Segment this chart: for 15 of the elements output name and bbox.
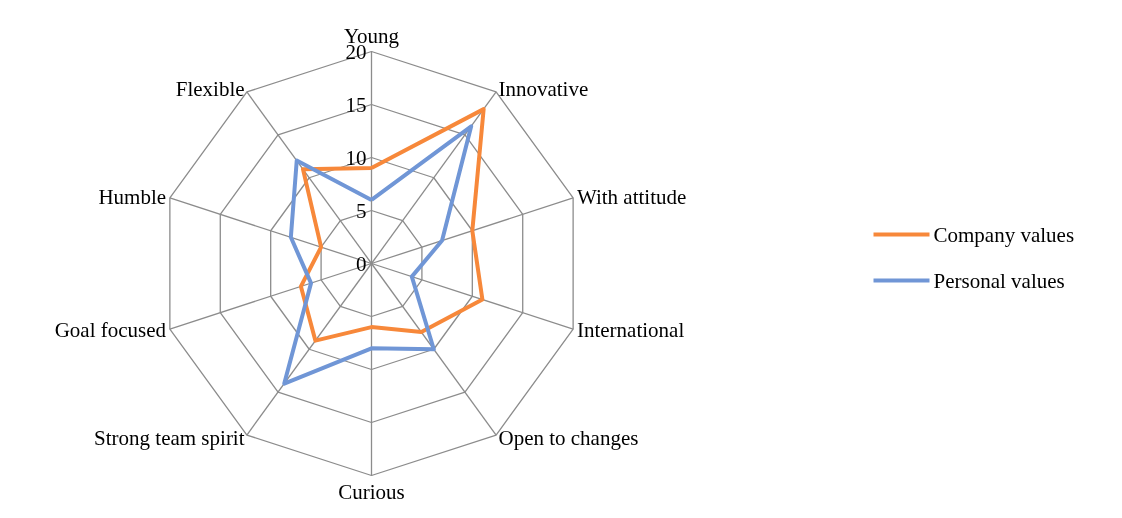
spoke-label: Strong team spirit [94, 426, 245, 451]
spoke-label: With attitude [576, 184, 687, 209]
spoke-label: Curious [338, 479, 405, 504]
spoke-label: Flexible [175, 76, 245, 101]
spoke-label: Goal focused [54, 318, 167, 343]
legend-label: Company values [933, 222, 1075, 247]
spoke-label: Innovative [498, 76, 589, 101]
y-tick-label: 10 [345, 145, 367, 170]
legend-label: Personal values [933, 268, 1065, 293]
y-tick-label: 0 [356, 251, 367, 276]
spoke-label: Humble [98, 184, 167, 209]
spoke-label: Open to changes [498, 426, 639, 451]
y-tick-label: 5 [356, 198, 367, 223]
spoke-label: International [576, 318, 685, 343]
y-tick-label: 15 [345, 92, 367, 117]
